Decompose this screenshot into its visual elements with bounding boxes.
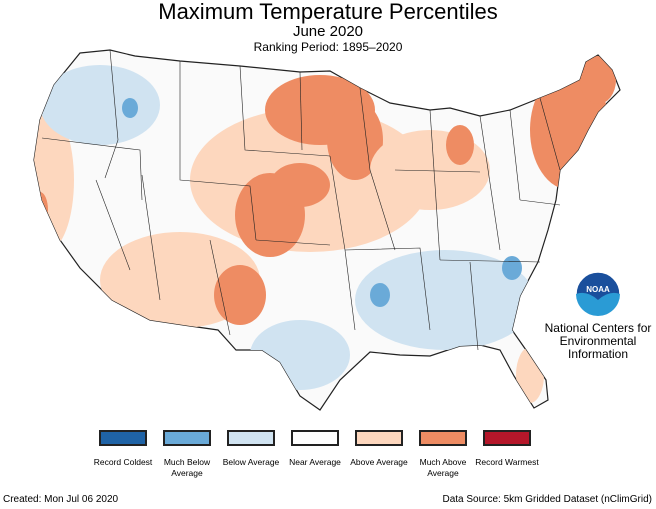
ranking-period: Ranking Period: 1895–2020: [253, 40, 403, 54]
legend-swatch: [227, 430, 275, 446]
legend-swatch: [291, 430, 339, 446]
legend-label: Record Warmest: [475, 457, 539, 467]
created-date: Created: Mon Jul 06 2020: [3, 494, 119, 505]
region-below-texas: [250, 320, 350, 390]
legend-label: Below Average: [222, 457, 280, 467]
legend-label: Much Below Average: [163, 457, 211, 478]
legend-item-above: Above Average: [347, 430, 411, 468]
region-below-southeast: [355, 250, 535, 350]
org-name-line-3: Information: [567, 347, 629, 361]
legend-label: Above Average: [350, 457, 408, 467]
org-name-line-2: Environmental: [559, 334, 637, 348]
region-much-above-arizona: [214, 265, 266, 325]
legend-item-near: Near Average: [283, 430, 347, 468]
map-title: Maximum Temperature Percentiles: [158, 0, 498, 24]
noaa-logo-icon: NOAA: [575, 271, 621, 317]
region-much-above-ca-coast: [34, 192, 48, 228]
legend-label: Record Coldest: [93, 457, 153, 467]
anomaly-shading-layer: [34, 56, 616, 403]
us-temperature-map: [33, 49, 621, 411]
data-source: Data Source: 5km Gridded Dataset (nClimG…: [442, 494, 652, 505]
org-name-line-1: National Centers for: [544, 321, 652, 335]
legend-item-much-above: Much Above Average: [411, 430, 475, 479]
map-subtitle: June 2020: [292, 23, 364, 40]
legend-swatch: [483, 430, 531, 446]
region-much-below-carolina: [502, 256, 522, 280]
legend-label: Much Above Average: [419, 457, 467, 478]
state-lines: [41, 49, 561, 351]
legend-swatch: [355, 430, 403, 446]
legend-item-record-warmest: Record Warmest: [475, 430, 539, 468]
legend-item-below: Below Average: [219, 430, 283, 468]
legend-swatch: [99, 430, 147, 446]
region-much-below-arkansas: [370, 283, 390, 307]
noaa-logo-text: NOAA: [586, 285, 610, 294]
region-much-above-maine: [580, 56, 616, 104]
region-much-above-michigan: [446, 125, 474, 165]
legend-swatch: [419, 430, 467, 446]
legend-swatch: [163, 430, 211, 446]
region-much-above-nebraska: [270, 163, 330, 207]
legend: Record Coldest Much Below Average Below …: [0, 430, 656, 490]
region-much-below-idaho: [122, 98, 138, 118]
legend-item-much-below: Much Below Average: [155, 430, 219, 479]
region-below-pacific-nw: [40, 65, 160, 145]
legend-item-record-coldest: Record Coldest: [91, 430, 155, 468]
legend-label: Near Average: [289, 457, 341, 467]
